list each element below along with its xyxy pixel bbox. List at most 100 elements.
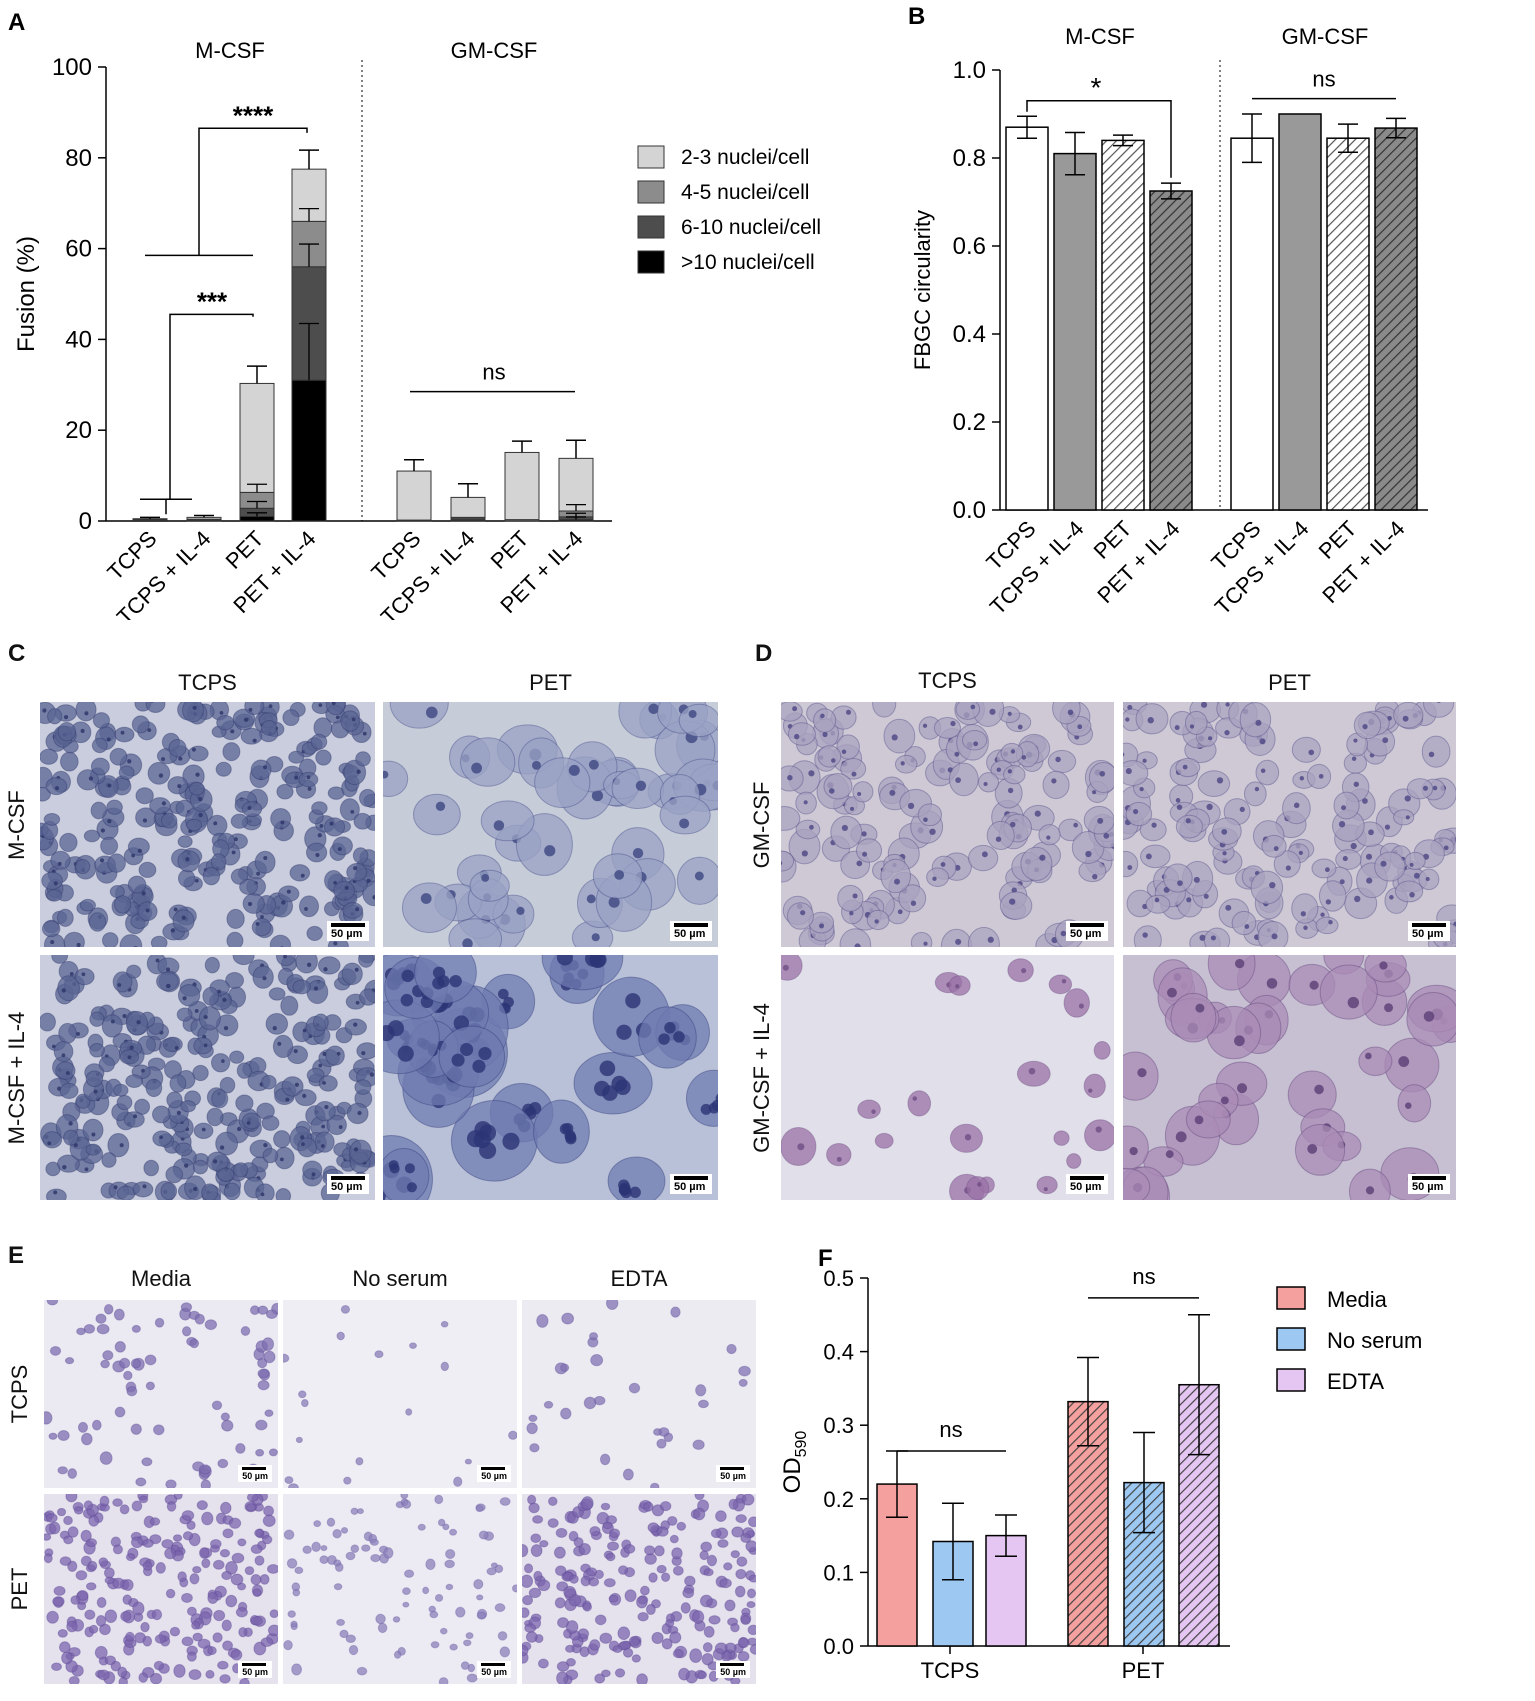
cell	[71, 1596, 80, 1605]
cell	[1054, 1131, 1069, 1146]
nucleus	[1201, 702, 1207, 708]
cell	[285, 1477, 293, 1484]
cell	[725, 1600, 735, 1611]
nucleus	[1307, 1144, 1317, 1154]
nucleus	[94, 1090, 98, 1094]
cell	[1039, 825, 1060, 845]
cell	[537, 1314, 548, 1327]
cell	[141, 1622, 149, 1631]
cell	[132, 1325, 140, 1332]
nucleus	[1151, 823, 1156, 828]
nucleus	[62, 1165, 66, 1169]
nucleus	[912, 1096, 917, 1101]
cell	[161, 1183, 177, 1200]
row-label-tcps: TCPS	[0, 1300, 40, 1488]
cell	[603, 1522, 612, 1529]
cell	[574, 1538, 583, 1547]
group-title-gmcsf: GM-CSF	[451, 38, 538, 63]
nucleus	[996, 837, 1001, 842]
cell	[439, 1678, 448, 1684]
panel-letter-d: D	[755, 640, 772, 668]
cell	[732, 1527, 744, 1537]
cell	[128, 876, 146, 893]
cell	[178, 1572, 187, 1582]
nucleus	[1129, 1147, 1137, 1155]
cell	[672, 1548, 682, 1559]
cell	[60, 752, 78, 771]
nucleus	[923, 942, 927, 946]
nucleus	[853, 893, 858, 898]
nucleus	[619, 1184, 630, 1195]
cell	[255, 851, 275, 873]
cell	[548, 1497, 557, 1505]
nucleus	[1429, 752, 1435, 758]
cell	[74, 1507, 82, 1514]
nucleus	[1353, 738, 1357, 742]
cell	[736, 1515, 746, 1523]
panel-e: E Media No serum EDTA TCPS PET 50 µm 50 …	[0, 1230, 770, 1696]
cell	[652, 1632, 663, 1643]
nucleus	[923, 724, 927, 728]
cell	[724, 1563, 732, 1570]
cell	[40, 1013, 55, 1031]
nucleus	[128, 1055, 132, 1059]
cell	[534, 1571, 542, 1580]
y-axis-label: FBGC circularity	[910, 210, 935, 370]
nucleus	[564, 1130, 575, 1141]
cell	[1407, 779, 1432, 799]
nucleus	[321, 1125, 325, 1129]
nucleus	[1166, 1150, 1174, 1158]
cell	[46, 778, 67, 795]
cell	[226, 1595, 237, 1607]
cell	[93, 713, 109, 728]
cell	[595, 1615, 606, 1625]
cell	[529, 1588, 540, 1598]
cell	[173, 1535, 181, 1542]
nucleus	[820, 714, 824, 718]
nucleus	[1148, 717, 1154, 723]
nucleus	[804, 800, 808, 804]
cell	[555, 1598, 565, 1608]
cell	[315, 1132, 334, 1152]
bar-segment	[397, 471, 431, 520]
cell	[736, 1569, 746, 1578]
nucleus	[1423, 786, 1428, 791]
nucleus	[633, 848, 643, 858]
nucleus	[318, 703, 322, 707]
cell	[341, 1305, 349, 1313]
nucleus	[301, 874, 305, 878]
micrograph-texture	[44, 1300, 278, 1488]
bar	[1054, 154, 1096, 510]
nucleus	[312, 1172, 316, 1176]
nucleus	[842, 825, 848, 831]
nucleus	[1325, 867, 1330, 872]
cell	[580, 1647, 589, 1657]
col-title-media: Media	[44, 1266, 278, 1292]
cell	[199, 1548, 208, 1559]
nucleus	[973, 741, 978, 746]
cell	[402, 883, 456, 933]
cell	[115, 1342, 125, 1353]
cell	[44, 813, 59, 825]
cell	[262, 1075, 277, 1089]
nucleus	[338, 847, 342, 851]
cell	[96, 1616, 106, 1627]
cell	[500, 1498, 510, 1506]
cell	[58, 1467, 68, 1474]
nucleus	[220, 1145, 224, 1149]
nucleus	[81, 972, 85, 976]
cell	[118, 1667, 127, 1677]
col-title-pet: PET	[383, 670, 718, 696]
cell	[1171, 993, 1216, 1042]
nucleus	[1221, 1096, 1229, 1104]
nucleus	[1255, 720, 1261, 726]
nucleus	[1176, 1131, 1187, 1142]
cell	[238, 1583, 246, 1590]
cell	[1354, 712, 1380, 739]
nucleus	[941, 862, 946, 867]
cell	[1067, 1154, 1081, 1169]
cell	[88, 1561, 97, 1570]
cell	[59, 1023, 77, 1043]
nucleus	[965, 1134, 971, 1140]
cell	[881, 859, 911, 892]
